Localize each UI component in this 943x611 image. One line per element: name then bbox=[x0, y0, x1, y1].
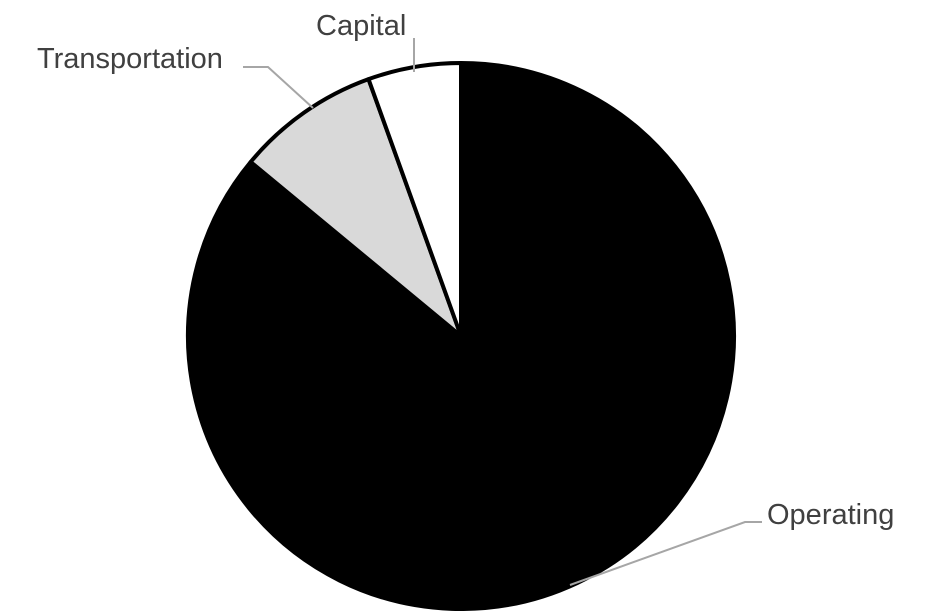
leader-lines bbox=[243, 38, 762, 586]
leader-line-operating bbox=[569, 521, 762, 586]
slice-label-operating: Operating bbox=[767, 499, 894, 531]
pie-slices bbox=[186, 61, 736, 611]
slice-label-capital: Capital bbox=[316, 10, 406, 42]
slice-label-transportation: Transportation bbox=[37, 43, 223, 75]
slice-labels: Operating Transportation Capital bbox=[37, 10, 894, 531]
leader-line-transportation bbox=[243, 66, 314, 109]
pie-slice-transportation bbox=[248, 77, 463, 338]
